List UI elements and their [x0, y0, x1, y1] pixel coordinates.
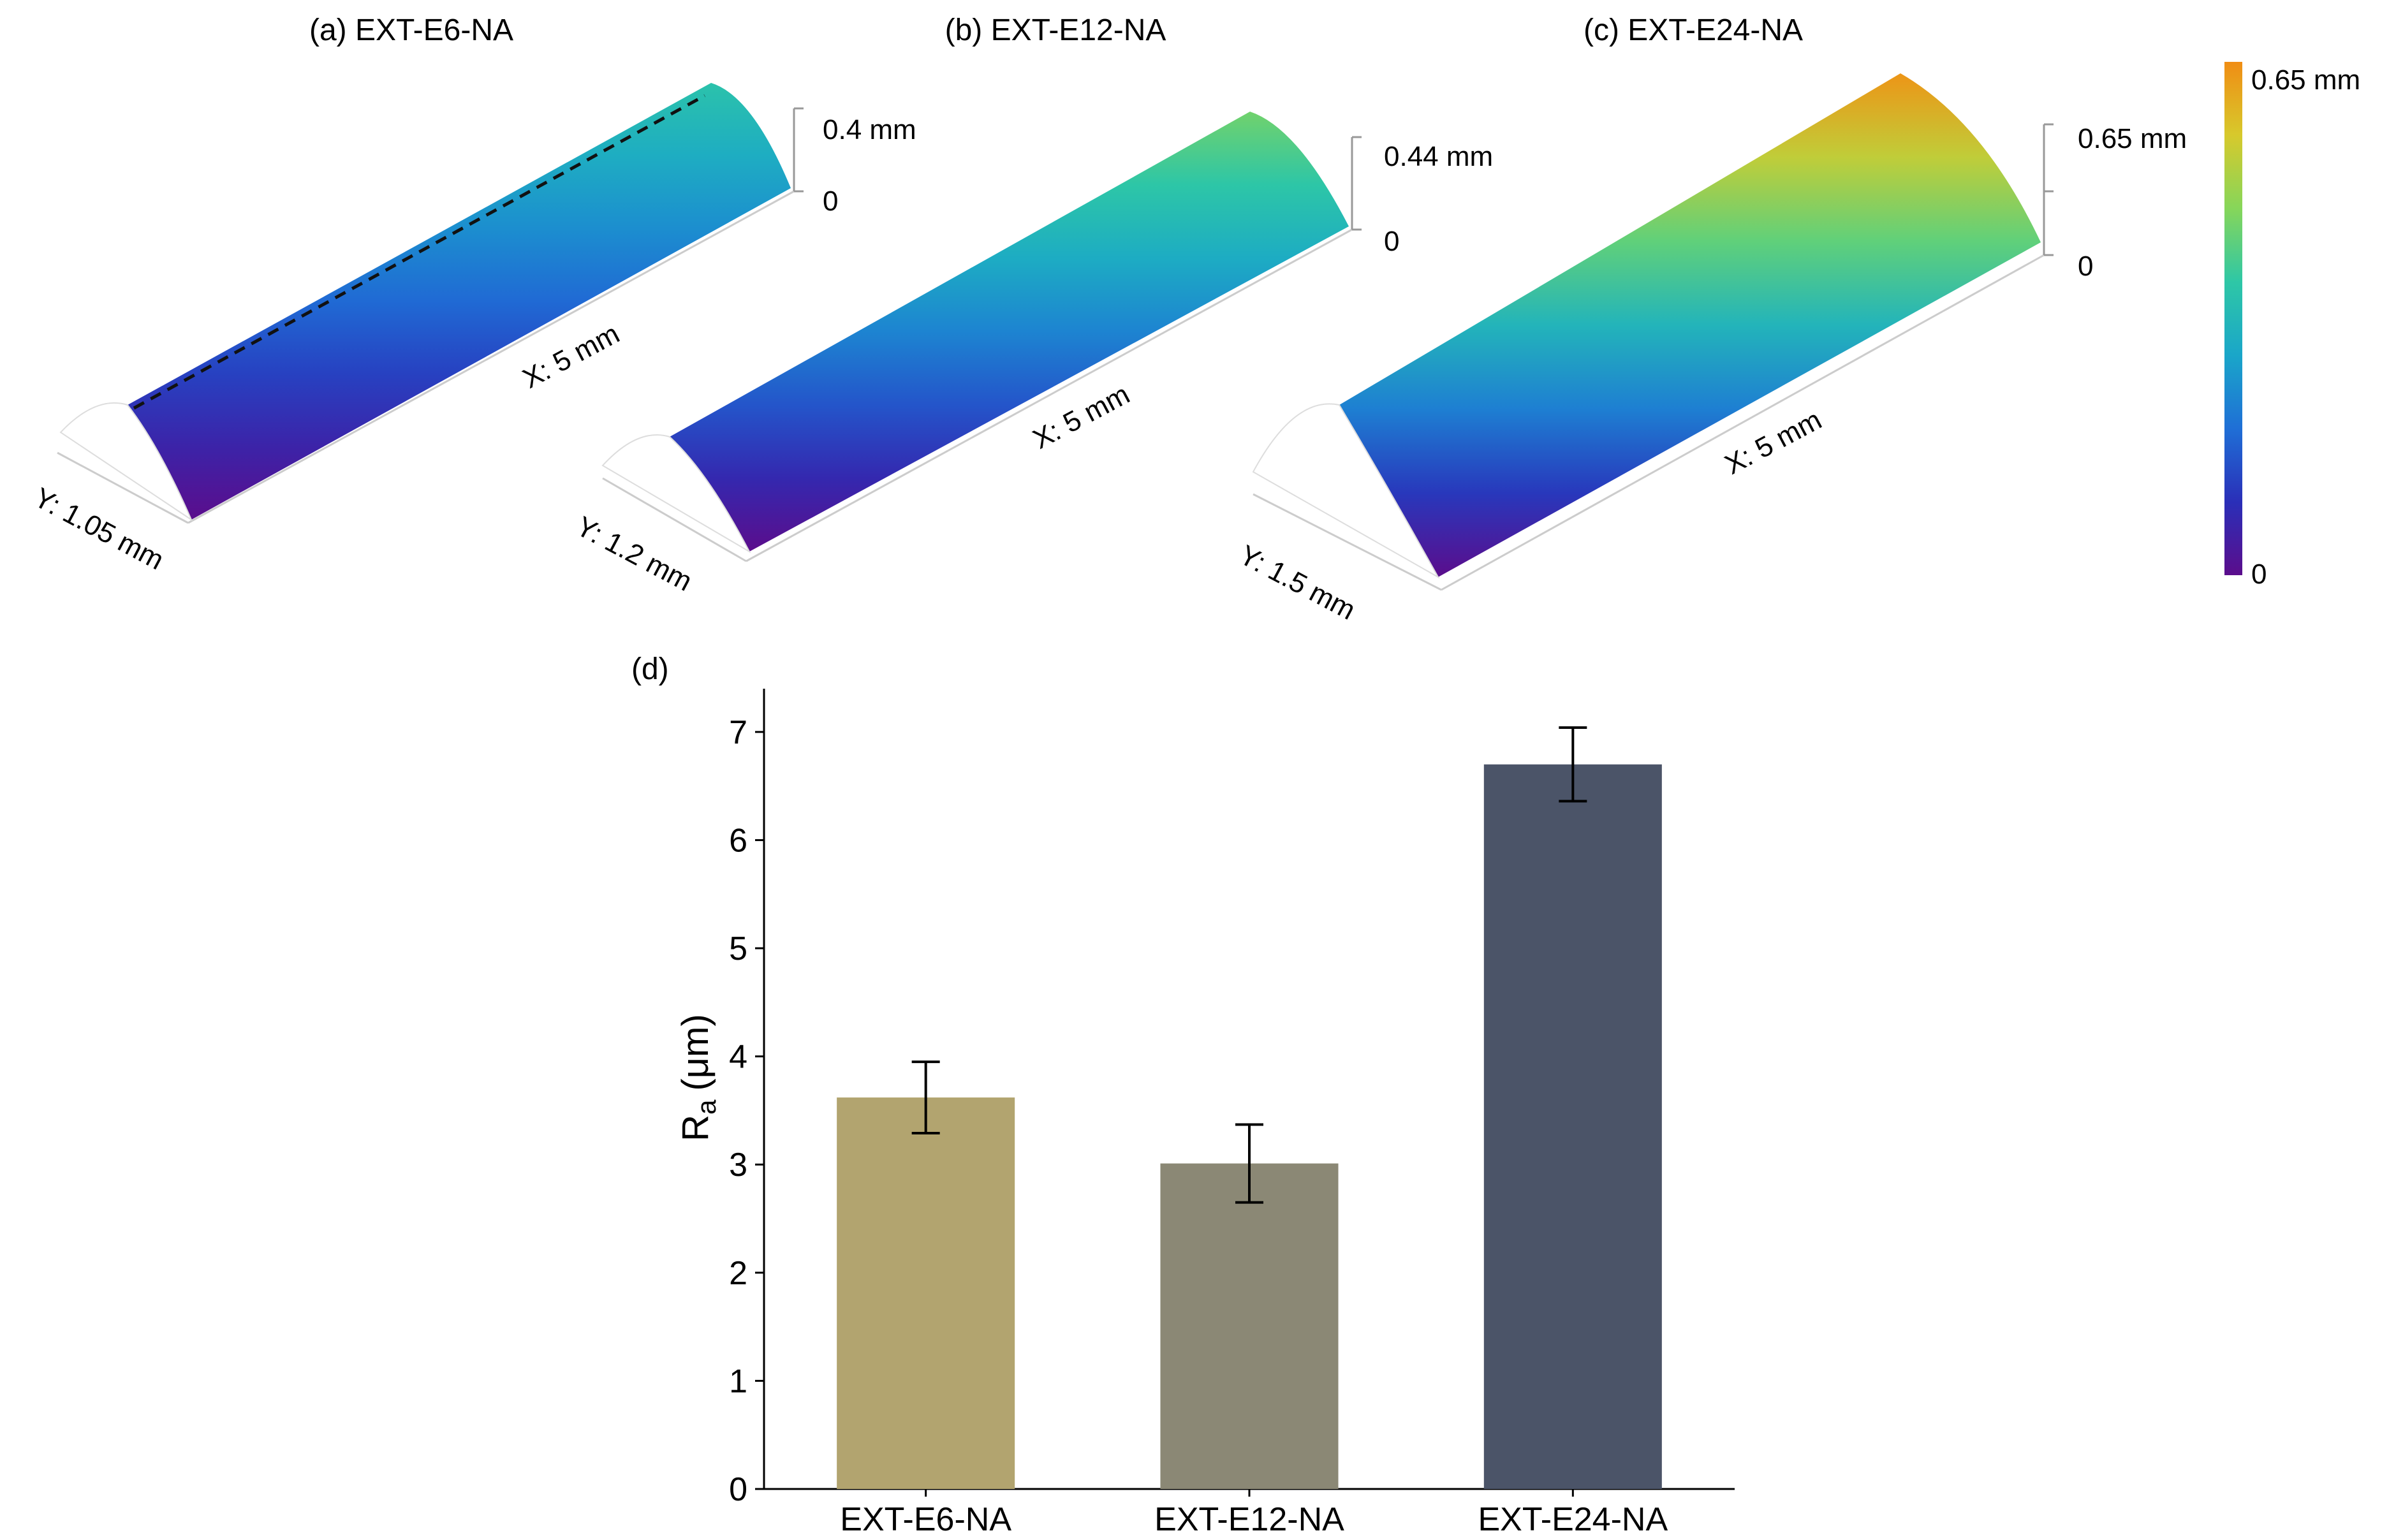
- y-ticks: 0 1 2 3 4 5 6 7: [729, 714, 764, 1508]
- colorbar: 0.65 mm 0: [2224, 62, 2360, 590]
- bar-ext-e24-na: [1483, 764, 1662, 1489]
- panel-b-z-max-label: 0.44 mm: [1384, 141, 1493, 172]
- bar-ext-e6-na: [837, 1097, 1015, 1489]
- panel-b-title: (b) EXT-E12-NA: [945, 13, 1166, 47]
- y-tick-label: 7: [729, 714, 747, 751]
- panel-c-surface: [1253, 73, 2041, 577]
- panel-c-surface-end: [1252, 403, 1440, 579]
- error-bar-ext-e12-na: [1235, 1123, 1263, 1204]
- error-bar-ext-e24-na: [1559, 726, 1587, 803]
- panel-a-box-y-edge: [57, 451, 189, 524]
- panel-c-box-x-edge: [1441, 254, 2045, 591]
- y-tick-label: 0: [729, 1471, 747, 1508]
- x-tick-label: EXT-E24-NA: [1478, 1501, 1668, 1537]
- y-axis-label-main: R: [675, 1115, 716, 1141]
- y-tick-label: 2: [729, 1255, 747, 1292]
- error-bar-ext-e6-na: [911, 1060, 940, 1135]
- panel-c-z-max-label: 0.65 mm: [2078, 123, 2187, 154]
- panel-c-y-label: Y: 1.5 mm: [1234, 539, 1360, 626]
- panel-c-x-label: X: 5 mm: [1720, 404, 1827, 481]
- panel-c-box-y-edge: [1253, 493, 1442, 591]
- panel-b-surface: [603, 112, 1349, 552]
- panel-a-z-max-label: 0.4 mm: [823, 114, 916, 145]
- y-tick-label: 3: [729, 1147, 747, 1184]
- panel-a-surface: [61, 83, 791, 520]
- x-tick-label: EXT-E12-NA: [1154, 1501, 1344, 1537]
- surface-panel-c: (c) EXT-E24-NA 0.65 mm 0 X: 5 mm Y: 1.5 …: [1234, 13, 2187, 626]
- y-tick-label: 4: [729, 1039, 747, 1076]
- panel-a-z-min-label: 0: [823, 186, 838, 217]
- panel-c-z-min-label: 0: [2078, 251, 2093, 282]
- panel-a-surface-end: [59, 402, 193, 522]
- panel-b-surface-end: [601, 434, 751, 554]
- panel-c-title: (c) EXT-E24-NA: [1584, 13, 1803, 47]
- panel-a-title: (a) EXT-E6-NA: [309, 13, 513, 47]
- x-tick-label: EXT-E6-NA: [840, 1501, 1011, 1537]
- panel-a-box-x-edge: [187, 190, 795, 524]
- panel-b-z-min-label: 0: [1384, 226, 1399, 257]
- colorbar-min-label: 0: [2251, 559, 2267, 590]
- y-axis-label-subscript: a: [691, 1099, 721, 1115]
- y-tick-label: 1: [729, 1363, 747, 1400]
- y-tick-label: 6: [729, 822, 747, 859]
- panel-b-box-x-edge: [746, 228, 1353, 562]
- y-tick-label: 5: [729, 930, 747, 967]
- panel-b-box-y-edge: [602, 477, 747, 562]
- bars: [837, 726, 1662, 1489]
- y-axis-label-unit: (μm): [675, 1014, 716, 1090]
- panel-a-profile-line: [133, 94, 706, 410]
- y-axis-label: Ra (μm): [675, 1014, 721, 1141]
- panel-a-y-label: Y: 1.05 mm: [29, 482, 169, 576]
- panel-d-label: (d): [631, 652, 669, 686]
- panel-b-y-label: Y: 1.2 mm: [571, 511, 697, 598]
- bar-ext-e12-na: [1160, 1163, 1339, 1489]
- colorbar-gradient: [2224, 62, 2242, 575]
- x-tick-labels: EXT-E6-NA EXT-E12-NA EXT-E24-NA: [840, 1489, 1668, 1538]
- colorbar-max-label: 0.65 mm: [2251, 64, 2360, 96]
- bar-chart-d: (d) 0 1 2 3 4 5 6 7 EXT-E6-NA EXT-E12-NA EXT-E24-…: [631, 652, 1735, 1538]
